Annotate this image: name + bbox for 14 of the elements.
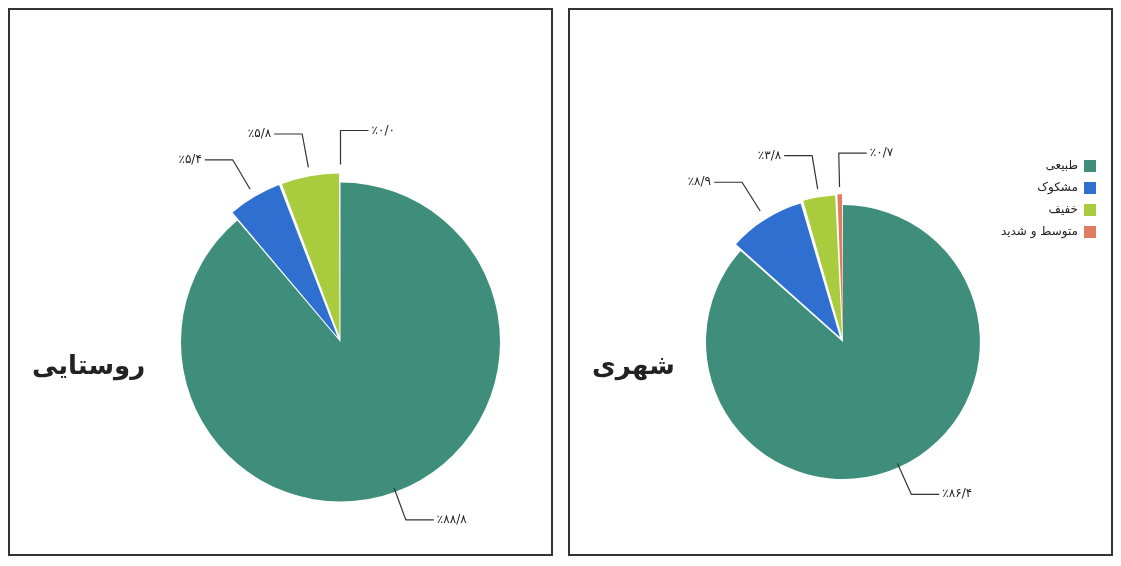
data-label: ٪۸/۹ bbox=[687, 174, 712, 189]
legend-label: خفیف bbox=[1048, 202, 1078, 217]
text: شهری bbox=[592, 350, 675, 380]
data-label: ٪۸۶/۴ bbox=[942, 486, 973, 501]
data-label: ٪۸۸/۸ bbox=[436, 512, 468, 527]
data-label: ٪۰/۷ bbox=[869, 145, 894, 160]
data-label: ٪۵/۴ bbox=[178, 152, 202, 167]
data-label: ٪۳/۸ bbox=[757, 147, 782, 162]
legend-label: متوسط و شدید bbox=[1000, 224, 1078, 240]
data-label: ٪۵/۸ bbox=[247, 126, 272, 141]
text: ٪۰/۰ bbox=[371, 122, 395, 137]
text: روستایی bbox=[32, 350, 146, 380]
legend-label: طبیعی bbox=[1045, 158, 1078, 173]
legend-label: مشکوک bbox=[1037, 180, 1078, 196]
